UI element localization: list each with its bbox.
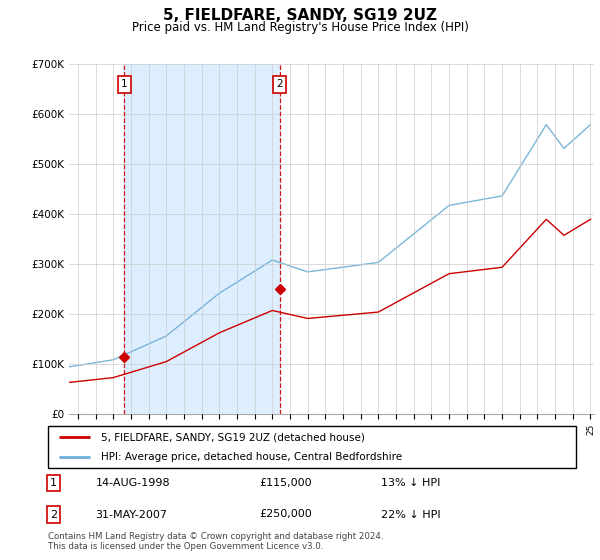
Text: 5, FIELDFARE, SANDY, SG19 2UZ: 5, FIELDFARE, SANDY, SG19 2UZ	[163, 8, 437, 24]
Text: HPI: Average price, detached house, Central Bedfordshire: HPI: Average price, detached house, Cent…	[101, 452, 402, 462]
Text: 31-MAY-2007: 31-MAY-2007	[95, 510, 167, 520]
Text: 1: 1	[121, 80, 127, 90]
Text: 2: 2	[50, 510, 57, 520]
Text: 2: 2	[276, 80, 283, 90]
Text: Contains HM Land Registry data © Crown copyright and database right 2024.
This d: Contains HM Land Registry data © Crown c…	[48, 532, 383, 552]
Text: 22% ↓ HPI: 22% ↓ HPI	[380, 510, 440, 520]
FancyBboxPatch shape	[48, 426, 576, 468]
Bar	[124, 64, 280, 414]
Text: 14-AUG-1998: 14-AUG-1998	[95, 478, 170, 488]
Text: 5, FIELDFARE, SANDY, SG19 2UZ (detached house): 5, FIELDFARE, SANDY, SG19 2UZ (detached …	[101, 432, 365, 442]
Text: Price paid vs. HM Land Registry's House Price Index (HPI): Price paid vs. HM Land Registry's House …	[131, 21, 469, 34]
Text: £115,000: £115,000	[259, 478, 312, 488]
Text: 1: 1	[50, 478, 57, 488]
Text: £250,000: £250,000	[259, 510, 312, 520]
Text: 13% ↓ HPI: 13% ↓ HPI	[380, 478, 440, 488]
